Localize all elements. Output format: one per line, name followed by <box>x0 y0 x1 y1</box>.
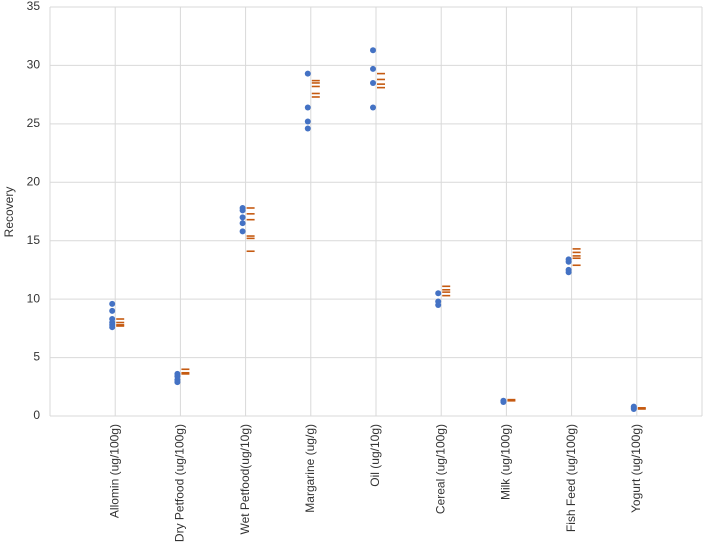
x-tick-label: Allomin (ug/100g) <box>107 424 121 518</box>
data-point <box>304 118 311 125</box>
data-point <box>370 65 376 72</box>
data-point <box>109 324 116 331</box>
data-point <box>500 398 507 405</box>
y-tick-label: 20 <box>27 174 41 188</box>
y-axis-label: Recovery <box>2 187 16 238</box>
data-point <box>565 258 572 265</box>
data-point <box>109 300 116 307</box>
x-tick-label: Milk (ug/100g) <box>499 424 513 500</box>
data-point <box>239 228 246 235</box>
y-tick-label: 35 <box>27 0 41 13</box>
x-tick-label: Margarine (ug/g) <box>303 424 317 513</box>
data-point <box>435 290 442 297</box>
x-tick-label: Dry Petfood (ug/100g) <box>173 424 187 542</box>
data-point <box>174 379 181 386</box>
x-tick-label: Fish Feed (ug/100g) <box>564 424 578 532</box>
y-tick-label: 5 <box>33 350 40 364</box>
data-point <box>565 269 572 276</box>
data-point <box>239 207 246 214</box>
data-point <box>370 104 376 111</box>
y-tick-label: 30 <box>27 58 41 72</box>
data-point <box>370 79 376 86</box>
data-point <box>304 125 311 132</box>
y-tick-label: 25 <box>27 116 41 130</box>
x-tick-label: Yogurt (ug/100g) <box>629 424 643 513</box>
x-tick-label: Cereal (ug/100g) <box>433 424 447 514</box>
data-point <box>304 104 311 111</box>
x-tick-label: Wet Petfood(ug/10g) <box>238 424 252 535</box>
data-point <box>304 70 311 77</box>
y-tick-label: 0 <box>33 408 40 422</box>
x-tick-label: Oil (ug/10g) <box>368 424 382 487</box>
y-tick-label: 15 <box>27 233 41 247</box>
y-tick-label: 10 <box>27 291 41 305</box>
data-point <box>239 220 246 227</box>
data-point <box>630 405 637 412</box>
data-point <box>109 307 116 314</box>
data-point <box>239 214 246 221</box>
data-point <box>435 301 442 308</box>
data-point <box>370 47 376 54</box>
